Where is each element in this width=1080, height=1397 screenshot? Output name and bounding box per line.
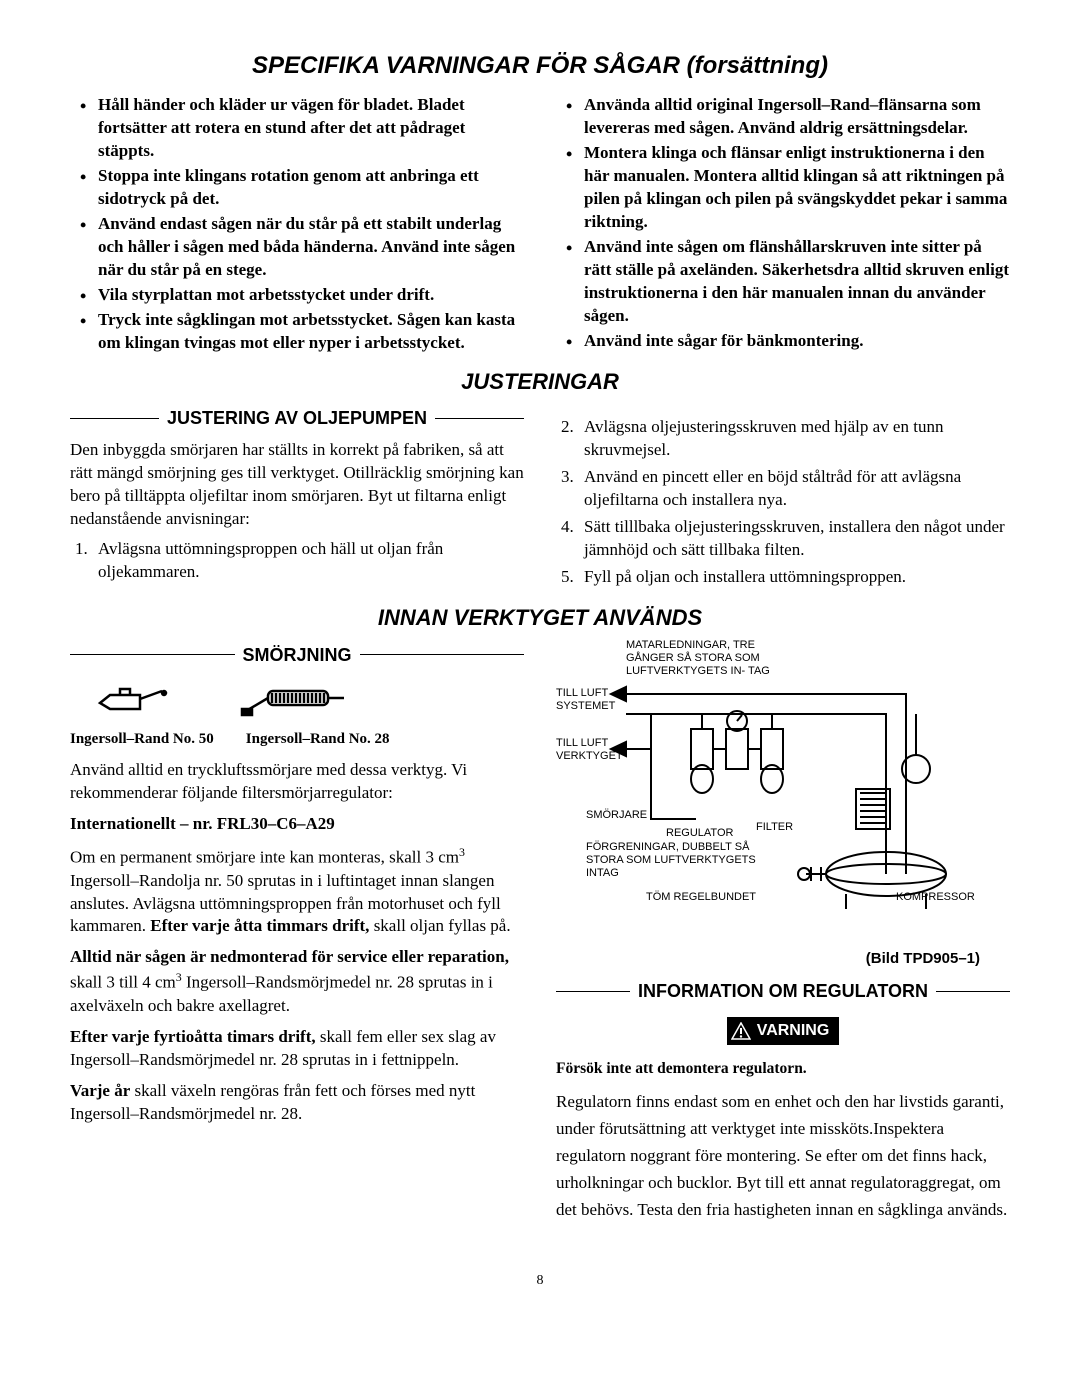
label-ir28: Ingersoll–Rand No. 28 [246, 729, 390, 749]
step-item: Fyll på oljan och installera uttömningsp… [578, 566, 1010, 589]
lube-p2-a: Om en permanent smörjare inte kan monter… [70, 848, 459, 867]
section-oil-pump: JUSTERING AV OLJEPUMPEN [70, 406, 524, 430]
lube-p3-bold: Alltid när sågen är nedmonterad för serv… [70, 947, 509, 966]
diagram-label-lubricator: SMÖRJARE [586, 809, 647, 822]
lube-p4: Efter varje fyrtioåtta timars drift, ska… [70, 1026, 524, 1072]
warning-badge: VARNING [727, 1017, 840, 1045]
air-system-diagram: MATARLEDNINGAR, TRE GÅNGER SÅ STORA SOM … [556, 639, 1010, 949]
regulator-paragraph: Regulatorn finns endast som en enhet och… [556, 1088, 1010, 1224]
diagram-label-compressor: KOMPRESSOR [896, 891, 975, 904]
pump-steps-left: Avlägsna uttömningsproppen och häll ut o… [70, 538, 524, 584]
step-item: Använd en pincett eller en böjd ståltråd… [578, 466, 1010, 512]
pump-intro: Den inbyggda smörjaren har ställts in ko… [70, 439, 524, 531]
lube-p2-bold: Efter varje åtta timmars drift, [150, 916, 369, 935]
diagram-label-to-tool: TILL LUFT VERKTYGET [556, 737, 634, 763]
warn-item: Tryck inte sågklingan mot arbetsstycket.… [70, 309, 524, 355]
warn-item: Montera klinga och flänsar enligt instru… [556, 142, 1010, 234]
warn-item: Håll händer och kläder ur vägen för blad… [70, 94, 524, 163]
warnings-columns: Håll händer och kläder ur vägen för blad… [70, 94, 1010, 356]
lube-intl: Internationellt – nr. FRL30–C6–A29 [70, 813, 524, 836]
before-use-columns: SMÖRJNING [70, 639, 1010, 1232]
lube-p3: Alltid när sågen är nedmonterad för serv… [70, 946, 524, 1017]
lube-p4-bold: Efter varje fyrtioåtta timars drift, [70, 1027, 316, 1046]
lube-p2: Om en permanent smörjare inte kan monter… [70, 844, 524, 938]
warn-item: Använd endast sågen när du står på ett s… [70, 213, 524, 282]
lube-p5-text: skall växeln rengöras från fett och förs… [70, 1081, 475, 1123]
warn-item: Använd inte sågen om flänshållarskruven … [556, 236, 1010, 328]
diagram-caption: (Bild TPD905–1) [556, 949, 980, 969]
warnings-left-list: Håll händer och kläder ur vägen för blad… [70, 94, 524, 354]
lube-p3-a: skall 3 till 4 cm [70, 973, 176, 992]
section-lubrication-label: SMÖRJNING [243, 643, 352, 667]
section-regulator-label: INFORMATION OM REGULATORN [638, 979, 928, 1003]
lube-p5-bold: Varje år [70, 1081, 130, 1100]
lube-icons [90, 681, 524, 721]
heading-specific-warnings: SPECIFIKA VARNINGAR FÖR SÅGAR (forsättni… [70, 50, 1010, 82]
warn-item: Använda alltid original Ingersoll–Rand–f… [556, 94, 1010, 140]
page-number: 8 [70, 1272, 1010, 1291]
warning-badge-label: VARNING [757, 1020, 830, 1042]
heading-before-use: INNAN VERKTYGET ANVÄNDS [70, 603, 1010, 633]
lube-p5: Varje år skall växeln rengöras från fett… [70, 1080, 524, 1126]
warnings-right-list: Använda alltid original Ingersoll–Rand–f… [556, 94, 1010, 352]
diagram-label-supply: MATARLEDNINGAR, TRE GÅNGER SÅ STORA SOM … [626, 639, 796, 679]
section-regulator-info: INFORMATION OM REGULATORN [556, 979, 1010, 1003]
oil-can-icon [90, 681, 170, 721]
warn-item: Stoppa inte klingans rotation genom att … [70, 165, 524, 211]
diagram-label-drain: TÖM REGELBUNDET [646, 891, 756, 904]
diagram-label-filter: FILTER [756, 821, 793, 834]
lube-p1: Använd alltid en tryckluftssmörjare med … [70, 759, 524, 805]
label-ir50: Ingersoll–Rand No. 50 [70, 729, 214, 749]
lube-p2-c: skall oljan fyllas på. [369, 916, 510, 935]
diagram-label-regulator: REGULATOR [666, 827, 733, 840]
diagram-label-branch: FÖRGRENINGAR, DUBBELT SÅ STORA SOM LUFTV… [586, 841, 786, 881]
warning-triangle-icon [731, 1022, 751, 1040]
adjust-columns: JUSTERING AV OLJEPUMPEN Den inbyggda smö… [70, 402, 1010, 593]
lube-icon-labels: Ingersoll–Rand No. 50 Ingersoll–Rand No.… [70, 729, 524, 749]
heading-adjustments: JUSTERINGAR [70, 367, 1010, 397]
step-item: Avlägsna oljejusteringsskruven med hjälp… [578, 416, 1010, 462]
warn-item: Använd inte sågar för bänkmontering. [556, 330, 1010, 353]
warn-item: Vila styrplattan mot arbetsstycket under… [70, 284, 524, 307]
pump-steps-right: Avlägsna oljejusteringsskruven med hjälp… [556, 416, 1010, 589]
section-oil-pump-label: JUSTERING AV OLJEPUMPEN [167, 406, 427, 430]
diagram-label-to-system: TILL LUFT SYSTEMET [556, 687, 626, 713]
regulator-warning-bold: Försök inte att demontera regulatorn. [556, 1059, 1010, 1080]
step-item: Avlägsna uttömningsproppen och häll ut o… [92, 538, 524, 584]
section-lubrication: SMÖRJNING [70, 643, 524, 667]
grease-gun-icon [240, 681, 350, 721]
step-item: Sätt tilllbaka oljejusteringsskruven, in… [578, 516, 1010, 562]
